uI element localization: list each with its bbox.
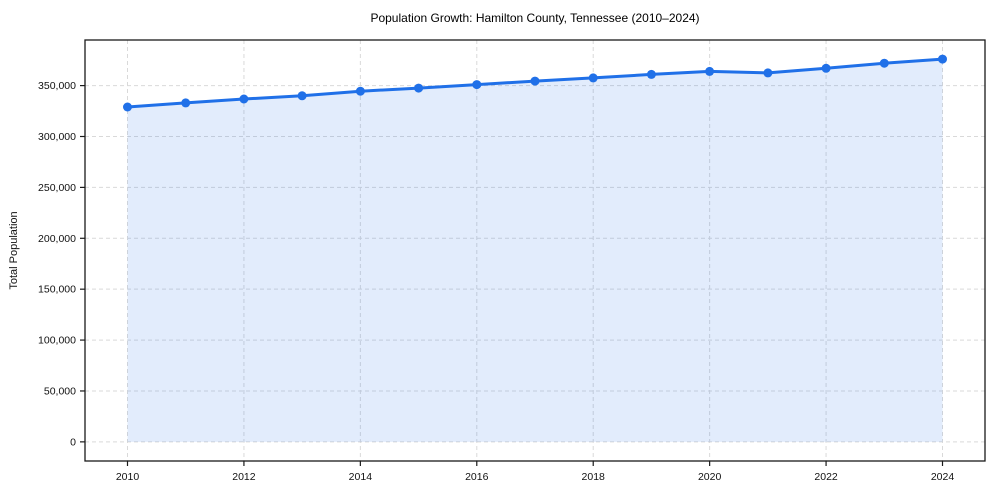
y-tick-label: 100,000 <box>38 335 76 347</box>
y-tick-label: 200,000 <box>38 233 76 245</box>
y-tick-label: 150,000 <box>38 284 76 296</box>
data-point <box>297 91 307 101</box>
y-tick-marks <box>80 85 85 443</box>
x-tick-labels: 2010 2012 2014 2016 2018 2020 2022 2024 <box>116 471 955 483</box>
y-tick-label: 50,000 <box>44 385 76 397</box>
x-tick-label: 2020 <box>698 471 722 483</box>
data-point <box>879 58 889 68</box>
data-point <box>821 63 831 73</box>
data-point <box>530 76 540 86</box>
y-tick-label: 350,000 <box>38 80 76 92</box>
data-point <box>414 83 424 93</box>
plot-border <box>84 39 986 462</box>
data-point <box>588 73 598 83</box>
x-tick-label: 2012 <box>232 471 256 483</box>
x-tick-label: 2016 <box>465 471 489 483</box>
y-tick-label: 250,000 <box>38 182 76 194</box>
data-point <box>763 68 773 78</box>
y-tick-labels: 0 50,000 100,000 150,000 200,000 250,000 300,0… <box>38 80 76 448</box>
x-tick-marks <box>126 461 944 466</box>
y-axis-label: Total Population <box>8 211 20 289</box>
data-point <box>181 98 191 108</box>
y-tick-label: 300,000 <box>38 131 76 143</box>
x-tick-label: 2014 <box>349 471 373 483</box>
chart-title: Population Growth: Hamilton County, Tenn… <box>370 11 700 25</box>
x-tick-label: 2022 <box>814 471 838 483</box>
data-point <box>938 54 947 64</box>
x-tick-label: 2010 <box>116 471 140 483</box>
x-tick-label: 2024 <box>931 471 955 483</box>
data-point <box>239 94 249 104</box>
data-point-markers <box>123 54 947 112</box>
y-tick-label: 0 <box>70 436 76 448</box>
data-point <box>355 86 365 96</box>
gridlines <box>85 40 985 461</box>
data-point <box>646 69 656 79</box>
x-tick-label: 2018 <box>582 471 606 483</box>
data-point <box>705 66 715 76</box>
area-fill <box>127 59 943 442</box>
data-point <box>123 102 132 112</box>
data-point <box>472 80 482 90</box>
